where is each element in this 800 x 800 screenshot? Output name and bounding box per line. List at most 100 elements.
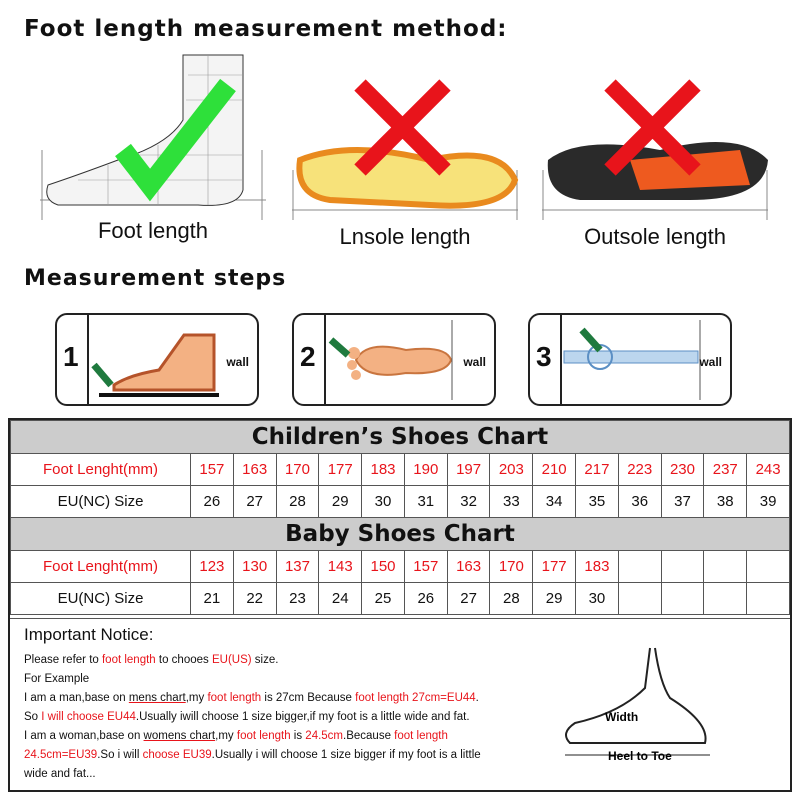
table-cell: 28 — [489, 582, 534, 615]
ruler-illustration — [563, 320, 701, 400]
method-caption: Foot length — [97, 218, 209, 243]
row-label: EU(NC) Size — [10, 582, 191, 615]
notice-text: I will choose EU44 — [41, 711, 136, 723]
notice-line: So I will choose EU44.Usually iwill choo… — [24, 708, 776, 727]
notice-line: For Example — [24, 673, 90, 685]
table-cell: 27 — [446, 582, 491, 615]
table-row: EU(NC) Size 21 22 23 24 25 26 27 28 29 30 — [10, 582, 790, 615]
table-cell: 31 — [403, 485, 448, 518]
notice-text: ,my — [215, 730, 237, 742]
table-cell: 137 — [275, 550, 320, 583]
size-chart: Children’s Shoes Chart Foot Lenght(mm) 15… — [8, 418, 792, 792]
table-cell: 39 — [746, 485, 790, 518]
method-insole-length: Lnsole length — [290, 50, 520, 250]
table-cell: 21 — [190, 582, 234, 615]
cross-icon — [604, 79, 701, 176]
method-caption: Outsole length — [584, 224, 726, 249]
table-cell: 217 — [575, 453, 619, 486]
foot-width-diagram: Width Heel to Toe — [565, 647, 710, 763]
table-cell: 22 — [232, 582, 277, 615]
notice-line: I am a man,base on mens chart,my foot le… — [24, 689, 776, 708]
cross-icon — [354, 79, 451, 176]
notice-text: is — [290, 730, 306, 742]
table-cell: 163 — [446, 550, 491, 583]
table-cell: 30 — [361, 485, 405, 518]
table-cell: 177 — [532, 550, 577, 583]
outsole-illustration — [542, 79, 768, 220]
table-cell: 24 — [318, 582, 363, 615]
notice-text: I am a man,base on — [24, 692, 129, 704]
page-title: Foot length measurement method: — [24, 16, 508, 42]
table-row: EU(NC) Size 26 27 28 29 30 31 32 33 34 35 36 37 38 39 — [10, 485, 790, 518]
row-label: Foot Lenght(mm) — [10, 550, 191, 583]
notice-text: I am a woman,base on — [24, 730, 144, 742]
table-cell: 38 — [703, 485, 748, 518]
table-cell: 143 — [318, 550, 363, 583]
table-cell: 29 — [318, 485, 363, 518]
children-chart-title: Children’s Shoes Chart — [10, 420, 790, 454]
pencil-icon — [91, 362, 114, 388]
notice-line: I am a woman,base on womens chart,my foo… — [24, 727, 776, 746]
pencil-icon — [579, 327, 603, 353]
notice-text: foot length — [236, 730, 291, 742]
table-cell: 183 — [361, 453, 405, 486]
table-cell: 26 — [190, 485, 234, 518]
table-cell: 230 — [660, 453, 705, 486]
wall-label: wall — [463, 355, 486, 369]
table-cell — [746, 550, 790, 583]
table-cell: 130 — [232, 550, 277, 583]
table-cell: 35 — [575, 485, 619, 518]
table-cell: 34 — [532, 485, 577, 518]
table-cell: 30 — [575, 582, 619, 615]
baby-chart-title: Baby Shoes Chart — [10, 517, 790, 551]
notice-text: foot length — [394, 730, 448, 742]
method-caption: Lnsole length — [339, 224, 471, 249]
notice-text: .Because — [343, 730, 395, 742]
table-cell: 183 — [575, 550, 619, 583]
notice-text: womens chart — [143, 730, 216, 742]
table-cell: 163 — [232, 453, 277, 486]
notice-text: ,my — [185, 692, 208, 704]
notice-text: .Usually i will choose 1 size bigger if … — [211, 749, 481, 761]
notice-line: wide and fat... — [24, 768, 96, 780]
insole-illustration — [292, 79, 519, 220]
notice-title: Important Notice: — [24, 625, 154, 644]
step-1: 1 wall — [55, 313, 259, 406]
notice-text: to chooes — [155, 654, 212, 666]
pencil-icon — [328, 337, 351, 358]
table-cell: 150 — [361, 550, 405, 583]
table-cell: 157 — [403, 550, 448, 583]
table-cell: 27 — [232, 485, 277, 518]
table-cell: 32 — [446, 485, 491, 518]
wall-label: wall — [699, 355, 722, 369]
table-cell: 25 — [361, 582, 405, 615]
table-cell: 170 — [275, 453, 320, 486]
step-3: 3 wall — [528, 313, 732, 406]
notice-text: is 27cm Because — [261, 692, 356, 704]
table-cell: 123 — [190, 550, 234, 583]
table-cell — [617, 550, 662, 583]
table-cell: 37 — [660, 485, 705, 518]
important-notice: Important Notice: Please refer to foot l… — [10, 618, 790, 790]
table-row: Foot Lenght(mm) 157 163 170 177 183 190 197 203 2… — [10, 453, 790, 486]
notice-text: size. — [251, 654, 279, 666]
table-cell — [746, 582, 790, 615]
heel-to-toe-label: Heel to Toe — [608, 749, 672, 763]
notice-text: 24.5cm — [305, 730, 344, 742]
notice-line: Please refer to foot length to chooes EU… — [24, 651, 776, 670]
table-cell: 237 — [703, 453, 748, 486]
row-label: EU(NC) Size — [10, 485, 191, 518]
notice-text: mens chart — [128, 692, 186, 704]
table-cell: 197 — [446, 453, 491, 486]
table-cell — [703, 550, 748, 583]
table-cell — [617, 582, 662, 615]
table-cell: 28 — [275, 485, 320, 518]
wall-label: wall — [226, 355, 249, 369]
check-icon — [115, 78, 236, 202]
table-cell: 29 — [532, 582, 577, 615]
table-cell: 36 — [617, 485, 662, 518]
table-cell — [660, 550, 705, 583]
step-number: 1 — [63, 341, 79, 372]
table-cell: 23 — [275, 582, 320, 615]
step-2: 2 wall — [292, 313, 496, 406]
